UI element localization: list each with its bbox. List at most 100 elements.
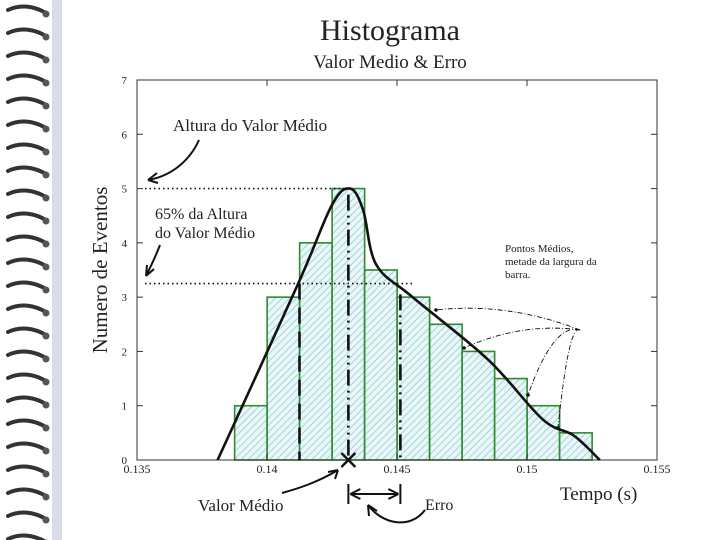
spiral-binding <box>0 0 62 540</box>
error-arrow <box>367 504 426 524</box>
binding-ring <box>6 395 48 406</box>
binding-ring <box>6 50 48 61</box>
binding-hole <box>42 355 50 363</box>
y-tick-label: 3 <box>122 292 128 304</box>
binding-ring <box>6 326 48 337</box>
midpoint-dot <box>434 308 438 312</box>
mean-value-annotation: Valor Médio <box>198 496 284 515</box>
binding-ring <box>6 165 48 176</box>
mean-value-arrow-head <box>327 469 339 480</box>
binding-hole <box>42 33 50 41</box>
midpoints-annotation-line3: barra. <box>505 269 531 281</box>
chart-title: Histograma <box>320 14 460 47</box>
binding-ring <box>6 487 48 498</box>
binding-hole <box>42 240 50 248</box>
error-arrow-head <box>367 504 378 517</box>
midpoint-pointer <box>435 307 581 331</box>
binding-hole <box>42 493 50 501</box>
histogram-bar <box>363 269 398 461</box>
histogram-bar <box>298 242 333 461</box>
peak-height-arrow-head <box>147 172 159 184</box>
y-tick-label: 4 <box>122 238 128 250</box>
x-tick-label: 0.135 <box>124 462 151 476</box>
binding-hole <box>42 401 50 409</box>
peak-height-arrow <box>147 139 200 181</box>
histogram-bar <box>461 350 496 461</box>
binding-hole <box>42 332 50 340</box>
binding-hole <box>42 516 50 524</box>
binding-ring <box>6 119 48 130</box>
binding-hole <box>42 56 50 64</box>
histogram-bar <box>396 296 431 461</box>
midpoint-dot <box>556 426 560 430</box>
peak-height-annotation: Altura do Valor Médio <box>173 116 328 135</box>
binding-hole <box>42 378 50 386</box>
binding-ring <box>6 372 48 383</box>
y-tick-label: 5 <box>122 184 128 196</box>
y-tick-label: 0 <box>122 455 128 467</box>
binding-ring <box>6 280 48 291</box>
pct65-arrow <box>145 244 161 277</box>
fit-curve <box>216 187 601 461</box>
y-tick-label: 2 <box>122 346 128 358</box>
binding-ring <box>6 188 48 199</box>
binding-hole <box>42 10 50 18</box>
histogram-bar <box>233 404 268 461</box>
midpoints-annotation-line2: metade da largura da <box>505 256 597 268</box>
midpoint-dot <box>462 346 466 350</box>
binding-hole <box>42 125 50 133</box>
binding-ring <box>6 257 48 268</box>
binding-ring <box>6 73 48 84</box>
mean-value-arrow <box>281 469 339 494</box>
chart-subtitle: Valor Medio & Erro <box>313 52 467 73</box>
x-axis-label: Tempo (s) <box>560 484 638 505</box>
binding-ring <box>6 464 48 475</box>
pct65-annotation-line2: do Valor Médio <box>155 225 256 242</box>
x-tick-label: 0.155 <box>644 462 671 476</box>
binding-hole <box>42 447 50 455</box>
x-tick-label: 0.15 <box>517 462 538 476</box>
pct65-arrow-head <box>145 264 155 277</box>
binding-ring <box>6 510 48 521</box>
error-annotation: Erro <box>425 497 454 514</box>
histogram-bar <box>428 323 463 461</box>
binding-ring <box>6 349 48 360</box>
y-tick-label: 1 <box>122 401 128 413</box>
binding-ring <box>6 4 48 15</box>
binding-ring <box>6 142 48 153</box>
binding-hole <box>42 148 50 156</box>
binding-hole <box>42 79 50 87</box>
binding-hole <box>42 194 50 202</box>
binding-hole <box>42 171 50 179</box>
binding-hole <box>42 263 50 271</box>
binding-shadow <box>52 0 62 540</box>
binding-ring <box>6 211 48 222</box>
error-bracket-arrowheads <box>349 488 399 500</box>
binding-hole <box>42 424 50 432</box>
y-axis-label: Numero de Eventos <box>88 186 112 354</box>
binding-ring <box>6 441 48 452</box>
binding-hole <box>42 102 50 110</box>
midpoint-pointer <box>463 327 581 349</box>
binding-ring <box>6 96 48 107</box>
binding-ring <box>6 234 48 245</box>
histogram-bar <box>493 377 528 461</box>
mean-marker-icon <box>340 452 357 468</box>
y-tick-label: 7 <box>122 75 128 87</box>
midpoints-annotation-line1: Pontos Médios, <box>505 243 574 255</box>
midpoint-pointer <box>527 328 581 396</box>
histogram-bar <box>526 404 561 461</box>
binding-ring <box>6 27 48 38</box>
binding-hole <box>42 286 50 294</box>
binding-hole <box>42 470 50 478</box>
x-tick-label: 0.14 <box>257 462 278 476</box>
binding-ring <box>6 303 48 314</box>
binding-hole <box>42 309 50 317</box>
pct65-annotation-line1: 65% da Altura <box>155 206 248 223</box>
binding-background <box>0 0 62 540</box>
y-tick-label: 6 <box>122 129 128 141</box>
midpoint-pointer <box>557 329 581 429</box>
histogram-bar <box>266 296 301 461</box>
binding-ring <box>6 418 48 429</box>
